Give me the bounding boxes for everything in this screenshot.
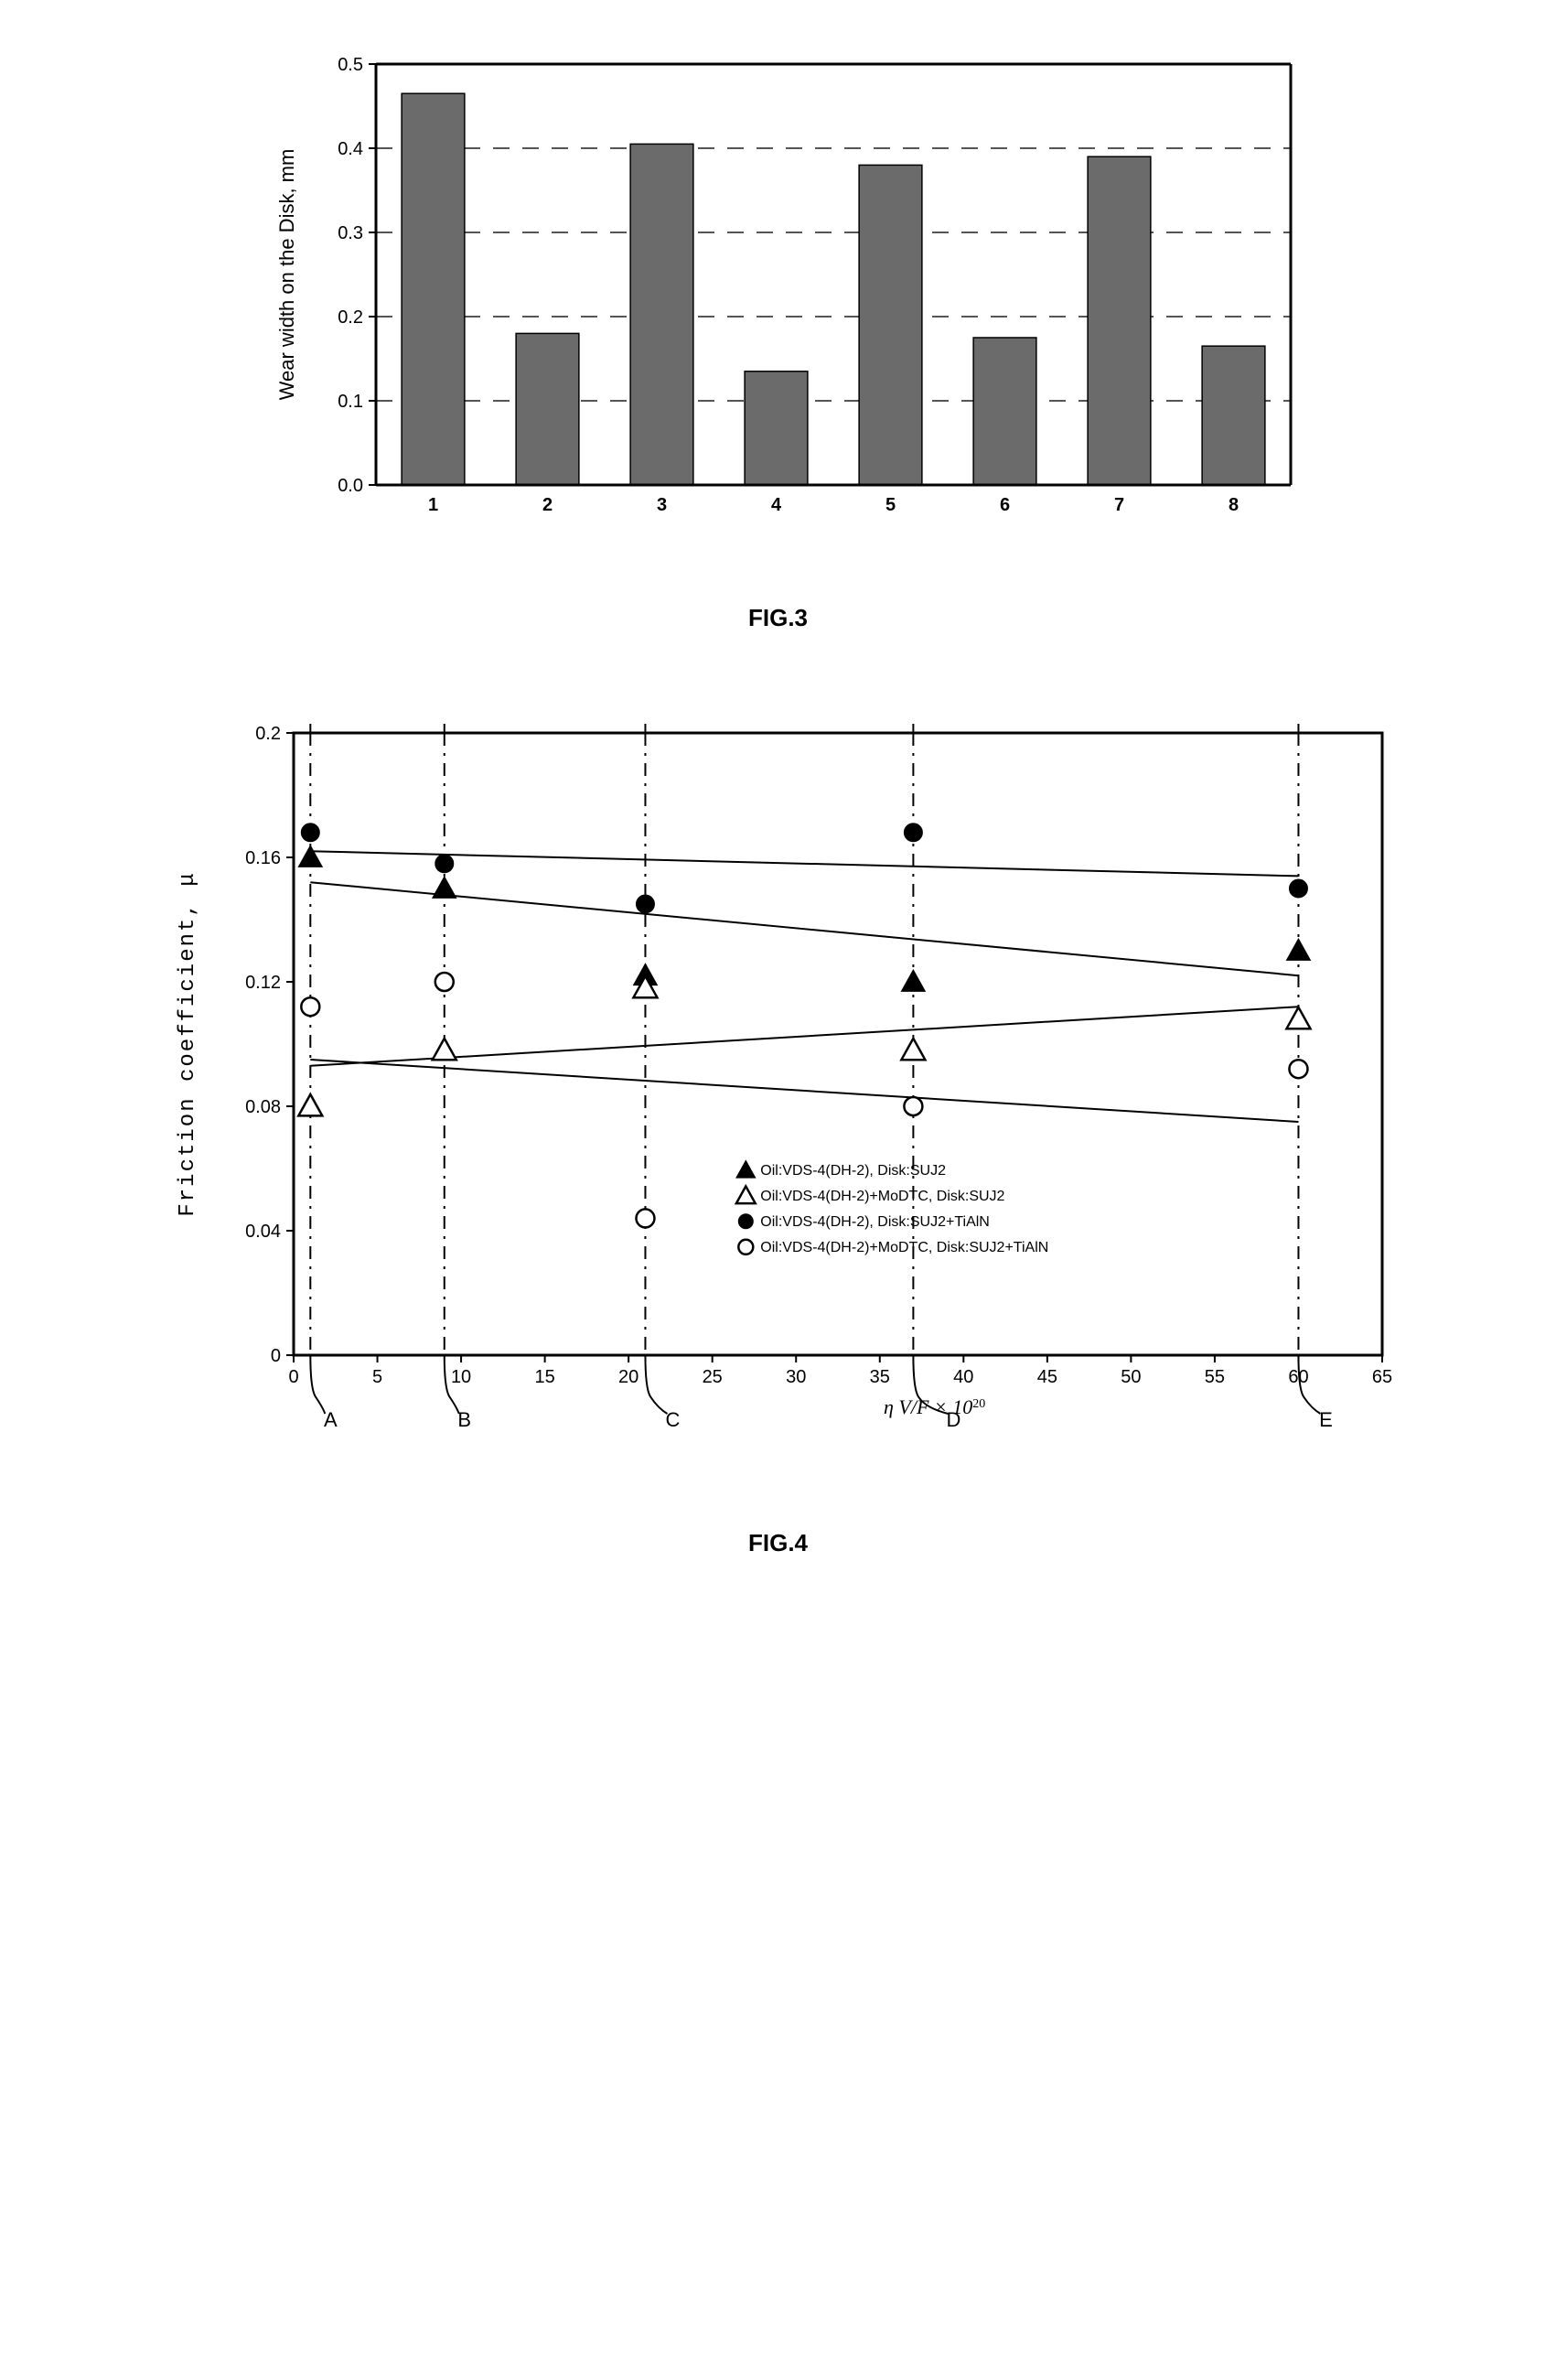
svg-text:Oil:VDS-4(DH-2)+MoDTC, Disk:SU: Oil:VDS-4(DH-2)+MoDTC, Disk:SUJ2+TiAlN	[760, 1240, 1048, 1255]
svg-text:0: 0	[270, 1346, 280, 1366]
svg-text:5: 5	[371, 1367, 381, 1387]
svg-text:η V/F × 1020: η V/F × 1020	[884, 1395, 985, 1418]
svg-text:0.12: 0.12	[245, 973, 281, 993]
svg-text:0: 0	[288, 1367, 298, 1387]
svg-text:50: 50	[1121, 1367, 1141, 1387]
svg-text:B: B	[457, 1408, 471, 1431]
svg-text:0.2: 0.2	[255, 724, 281, 744]
svg-text:1: 1	[427, 495, 437, 515]
svg-text:4: 4	[770, 495, 781, 515]
svg-text:0.5: 0.5	[338, 55, 363, 75]
svg-text:Oil:VDS-4(DH-2), Disk:SUJ2+TiA: Oil:VDS-4(DH-2), Disk:SUJ2+TiAlN	[760, 1214, 990, 1230]
svg-text:2: 2	[542, 495, 552, 515]
svg-text:8: 8	[1228, 495, 1238, 515]
svg-text:0.1: 0.1	[338, 392, 363, 412]
fig4-block: ABCDE0510152025303540455055606500.040.08…	[38, 705, 1519, 1557]
svg-text:25: 25	[702, 1367, 722, 1387]
svg-text:20: 20	[618, 1367, 638, 1387]
svg-text:3: 3	[656, 495, 666, 515]
svg-text:60: 60	[1288, 1367, 1308, 1387]
fig4-chart: ABCDE0510152025303540455055606500.040.08…	[138, 705, 1419, 1474]
svg-text:0.08: 0.08	[245, 1097, 281, 1117]
svg-text:A: A	[323, 1408, 337, 1431]
svg-text:10: 10	[450, 1367, 470, 1387]
svg-text:7: 7	[1113, 495, 1123, 515]
svg-text:55: 55	[1204, 1367, 1224, 1387]
svg-text:0.04: 0.04	[245, 1222, 281, 1242]
svg-text:C: C	[665, 1408, 680, 1431]
svg-text:Friction coefficient, μ: Friction coefficient, μ	[176, 871, 200, 1216]
svg-text:35: 35	[869, 1367, 889, 1387]
svg-text:Wear width on the Disk, mm: Wear width on the Disk, mm	[275, 149, 298, 401]
svg-text:0.0: 0.0	[338, 476, 363, 496]
fig4-caption: FIG.4	[38, 1529, 1519, 1557]
svg-text:30: 30	[786, 1367, 806, 1387]
svg-text:45: 45	[1036, 1367, 1057, 1387]
fig3-block: 0.0 0.1 0.2 0.3 0.4 0.5 1 2 3 4 5 6 7 8 Wear width on …	[38, 37, 1519, 632]
fig3-caption: FIG.3	[38, 604, 1519, 632]
svg-text:5: 5	[885, 495, 895, 515]
svg-text:Oil:VDS-4(DH-2), Disk:SUJ2: Oil:VDS-4(DH-2), Disk:SUJ2	[760, 1163, 946, 1179]
fig3-chart: 0.0 0.1 0.2 0.3 0.4 0.5 1 2 3 4 5 6 7 8 Wear width on …	[230, 37, 1327, 549]
svg-text:65: 65	[1371, 1367, 1391, 1387]
svg-text:0.3: 0.3	[338, 223, 363, 243]
svg-text:0.2: 0.2	[338, 307, 363, 328]
svg-text:6: 6	[999, 495, 1009, 515]
svg-text:E: E	[1319, 1408, 1333, 1431]
svg-text:40: 40	[953, 1367, 973, 1387]
svg-text:0.4: 0.4	[338, 139, 363, 159]
svg-text:15: 15	[534, 1367, 554, 1387]
svg-text:0.16: 0.16	[245, 848, 281, 868]
svg-text:Oil:VDS-4(DH-2)+MoDTC, Disk:SU: Oil:VDS-4(DH-2)+MoDTC, Disk:SUJ2	[760, 1189, 1004, 1204]
